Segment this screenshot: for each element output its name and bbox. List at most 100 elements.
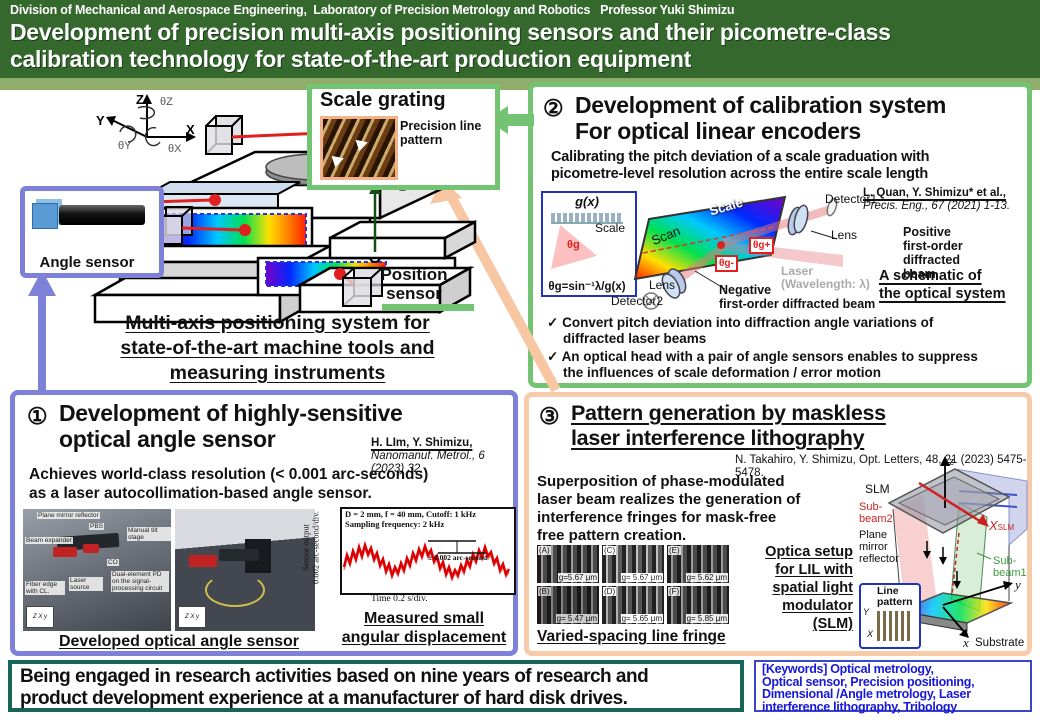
cad-label: PBS (89, 523, 105, 530)
optica-setup-note: Optica setup for LIL with spatial light … (765, 544, 853, 632)
line-pattern-stripes (877, 611, 911, 641)
slm-label: SLM (865, 482, 890, 496)
fringe-cell: (E) g= 5.62 μm (667, 545, 729, 583)
detector2-label: Detector2 (611, 294, 664, 308)
sub-beam1-label: Sub- beam1 (993, 555, 1027, 579)
line-pattern-box: Line pattern Y X (859, 583, 921, 649)
fringe-cell: (A) g=5.67 μm (537, 545, 599, 583)
pitch-inset-box: g(x) Scale θg θg=sin⁻¹λ/g(x) (541, 191, 637, 297)
poster-title-line2: calibration technology for state-of-the-… (10, 46, 692, 72)
detector1-label: Detector1 (825, 192, 878, 206)
cad-label: Manual tilt stage (127, 527, 171, 541)
inset-scale-label: Scale (595, 221, 626, 235)
angle-sensor-barrel-graphic (59, 205, 145, 225)
sensor-cube-top (205, 115, 243, 155)
panel2-check2: ✓ An optical head with a pair of angle s… (547, 349, 978, 380)
scale-grating-image (320, 116, 398, 180)
graph-y-label: Sensor output 0.002 arc-second/div. (300, 511, 321, 584)
footer-statement-box: Being engaged in research activities bas… (8, 660, 744, 712)
poster-title: Development of precision multi-axis posi… (10, 19, 891, 73)
scale-grating-title: Scale grating (320, 89, 446, 111)
cad-label: CO (107, 559, 119, 566)
panel3-title: Pattern generation by maskless laser int… (571, 401, 886, 450)
panel2-number: ② (543, 95, 564, 121)
angle-sensor-box: Angle sensor (20, 186, 164, 278)
panel3-number: ③ (539, 403, 560, 429)
slm-x-axis-label: x (963, 635, 969, 650)
header-banner: Division of Mechanical and Aerospace Eng… (0, 0, 1040, 78)
precision-line-pattern-note: Precision line pattern (400, 119, 482, 147)
grating-arrow-icon (355, 134, 376, 152)
cad-render-image: Plane mirror reflector PBS Manual tilt s… (23, 509, 171, 631)
affiliation-line: Division of Mechanical and Aerospace Eng… (10, 3, 735, 17)
panel1-caption-right: Measured small angular displacement (341, 610, 507, 646)
panel1-title: Development of highly-sensitive optical … (59, 400, 403, 452)
fiber-loop-graphic (205, 573, 265, 607)
cad-label: Fiber edge with CL. (25, 581, 65, 595)
scale-comb-graphic (551, 213, 623, 224)
pattern-x-axis-label: X (867, 629, 874, 639)
position-sensor-underline (382, 304, 474, 311)
grating-arrow-icon (331, 150, 352, 168)
panel2-citation: L. Quan, Y. Shimizu* et al., Precis. Eng… (863, 187, 1011, 212)
pattern-y-axis-label: Y (863, 607, 870, 617)
panel2-check1: ✓ Convert pitch deviation into diffracti… (547, 315, 934, 346)
dark-rail-graphic (219, 549, 259, 561)
cad-label: Dual-element PD on the signal-processing… (111, 571, 169, 592)
substrate-label: Substrate (975, 637, 1025, 649)
optical-schematic (633, 195, 843, 310)
panel-angle-sensor: ① Development of highly-sensitive optica… (10, 390, 518, 656)
panel-lithography: ③ Pattern generation by maskless laser i… (524, 392, 1032, 656)
inset-theta-label: θg (567, 239, 580, 251)
check-icon: ✓ (547, 315, 559, 330)
mini-axes-icon: Z X y (26, 606, 54, 628)
fringe-image-grid: (A) g=5.67 μm (C) g= 5.67 μm (E) g= 5.62 μm… (537, 545, 729, 624)
x-slm-label: XSLM (989, 518, 1015, 533)
cad-label: Plane mirror reflector (37, 512, 100, 519)
plane-mirror-label: Plane mirror reflector (859, 529, 899, 565)
red-mount-graphic (189, 555, 217, 567)
angle-graph: D = 2 mm, f = 40 mm, Cutoff: 1 kHz Sampl… (340, 507, 516, 595)
cad-label: Beam expander (25, 537, 73, 544)
footer-statement: Being engaged in research activities bas… (20, 666, 649, 709)
axis-z-label: Z (136, 92, 144, 107)
fringe-cell: (F) g= 5.85 μm (667, 586, 729, 624)
gx-label: g(x) (575, 194, 599, 209)
graph-measure-label: ± 0.002 arc-second (428, 553, 488, 562)
panel1-description: Achieves world-class resolution (< 0.001… (29, 466, 429, 502)
lens2-label: Lens (649, 278, 676, 292)
waveform-plot (342, 540, 511, 583)
setup-photo-image: Z X y (175, 509, 315, 631)
axis-theta-x-label: θX (168, 143, 182, 155)
overview-caption: Multi-axis positioning system for state-… (120, 312, 435, 384)
negative-beam-label: Negative first-order diffracted beam (719, 283, 876, 311)
panel2-subtitle: Calibrating the pitch deviation of a sca… (551, 149, 930, 182)
cad-label: Laser source (69, 577, 103, 591)
red-mount-graphic (83, 544, 99, 553)
axis-arrowheads (106, 94, 196, 142)
angle-sensor-label: Angle sensor (39, 254, 135, 271)
line-pattern-label: Line pattern (877, 585, 913, 608)
panel2-title: Development of calibration system For op… (575, 92, 946, 144)
graph-x-label: Time 0.2 s/div. (371, 594, 428, 604)
red-mount-graphic (53, 547, 77, 557)
axis-x-label: X (186, 122, 195, 137)
panel1-caption-left: Developed optical angle sensor (58, 633, 300, 650)
fringe-cell: (C) g= 5.67 μm (602, 545, 664, 583)
fringe-caption: Varied-spacing line fringe (537, 628, 726, 645)
sensor-cube-position (342, 267, 383, 307)
graph-annotation: D = 2 mm, f = 40 mm, Cutoff: 1 kHz Sampl… (345, 509, 477, 529)
keywords-text: [Keywords] Optical metrology, Optical se… (762, 662, 975, 714)
scale-grating-box: Scale grating Precision line pattern (307, 84, 500, 190)
coordinate-axes (111, 100, 190, 147)
slm-z-axis-label: z (949, 453, 955, 468)
fringe-cell: (B) g= 5.47 μm (537, 586, 599, 624)
slm-y-axis-label: y (1015, 577, 1021, 592)
schematic-caption: A schematic of the optical system (879, 268, 1006, 302)
sub-beam2-label: Sub- beam2 (859, 501, 893, 525)
angle-sensor-cube-graphic (32, 203, 58, 229)
fringe-cell: (D) g= 5.65 μm (602, 586, 664, 624)
position-sensor-label: Position sensor (380, 265, 448, 303)
check-icon: ✓ (547, 349, 559, 364)
